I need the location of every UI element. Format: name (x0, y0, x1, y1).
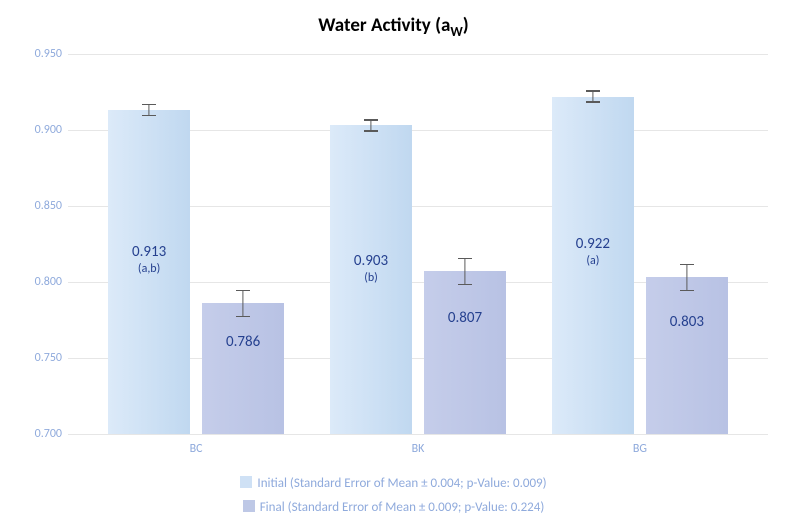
x-tick-label: BG (633, 442, 647, 456)
y-tick-label: 0.700 (20, 427, 62, 441)
legend-swatch-initial (240, 476, 252, 488)
bar-final-bc (202, 303, 284, 434)
error-bar (586, 90, 600, 102)
bar-label: 0.913(a,b) (132, 243, 166, 276)
gridline (68, 434, 768, 435)
bar-value-label: 0.922 (576, 235, 610, 253)
bar-value-label: 0.807 (448, 309, 482, 327)
chart-title: Water Activity (aW) (0, 0, 787, 40)
bar-value-label: 0.913 (132, 243, 166, 261)
y-tick-label: 0.850 (20, 199, 62, 213)
title-subscript: W (450, 23, 462, 40)
title-text-b: ) (463, 14, 469, 37)
bar-label: 0.903(b) (354, 252, 388, 285)
legend-swatch-final (243, 500, 255, 512)
y-tick-label: 0.750 (20, 351, 62, 365)
legend-label-initial: Initial (Standard Error of Mean ± 0.004;… (257, 476, 546, 491)
error-bar (142, 104, 156, 116)
bar-label: 0.786 (226, 333, 260, 351)
x-tick-label: BC (190, 442, 203, 456)
bar-final-bk (424, 271, 506, 434)
bar-significance-label: (a,b) (132, 262, 166, 276)
bar-label: 0.922(a) (576, 235, 610, 268)
y-tick-label: 0.950 (20, 47, 62, 61)
bar-final-bg (646, 277, 728, 434)
y-tick-label: 0.900 (20, 123, 62, 137)
chart-container: Water Activity (aW) 0.7000.7500.8000.850… (0, 0, 787, 525)
bar-significance-label: (a) (576, 254, 610, 268)
legend: Initial (Standard Error of Mean ± 0.004;… (0, 472, 787, 519)
error-bar (236, 290, 250, 317)
title-text-a: Water Activity (a (318, 14, 450, 37)
legend-item-initial: Initial (Standard Error of Mean ± 0.004;… (240, 474, 546, 494)
bar-label: 0.803 (670, 313, 704, 331)
bar-value-label: 0.803 (670, 313, 704, 331)
plot-area: 0.7000.7500.8000.8500.9000.9500.913(a,b)… (68, 54, 768, 434)
error-bar (458, 258, 472, 285)
bar-value-label: 0.786 (226, 333, 260, 351)
error-bar (364, 119, 378, 131)
x-tick-label: BK (412, 442, 425, 456)
gridline (68, 54, 768, 55)
bar-value-label: 0.903 (354, 252, 388, 270)
legend-item-final: Final (Standard Error of Mean ± 0.009; p… (243, 498, 545, 518)
legend-label-final: Final (Standard Error of Mean ± 0.009; p… (260, 500, 545, 515)
bar-significance-label: (b) (354, 271, 388, 285)
error-bar (680, 264, 694, 291)
y-tick-label: 0.800 (20, 275, 62, 289)
bar-label: 0.807 (448, 309, 482, 327)
